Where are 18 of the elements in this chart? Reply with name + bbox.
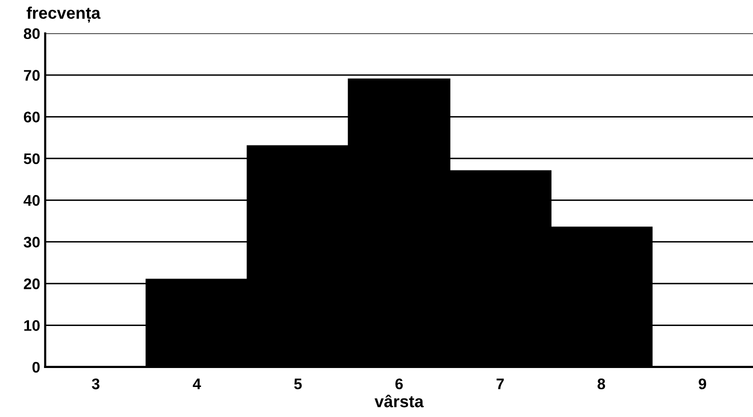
x-tick-label: 4: [192, 378, 202, 390]
y-tick-label: 70: [24, 70, 40, 81]
x-tick-label: 5: [294, 378, 302, 390]
x-tick-label: 7: [496, 378, 504, 390]
y-tick-label: 0: [32, 362, 40, 373]
x-tick-label: 6: [395, 378, 403, 390]
x-tick-label: 9: [698, 378, 706, 390]
y-tick-label: 30: [24, 236, 40, 248]
y-tick-label: 40: [24, 195, 40, 206]
y-tick-label: 50: [24, 153, 40, 164]
y-tick-label: 10: [24, 320, 40, 331]
x-tick-label: 3: [92, 378, 100, 390]
y-tick-label: 60: [24, 112, 40, 122]
y-tick-label: 80: [24, 28, 40, 40]
x-tick-label: 8: [598, 378, 606, 390]
y-axis-title: frecvența: [26, 6, 101, 23]
y-tick-label: 20: [24, 278, 40, 290]
x-axis-title: vârsta: [374, 394, 424, 408]
